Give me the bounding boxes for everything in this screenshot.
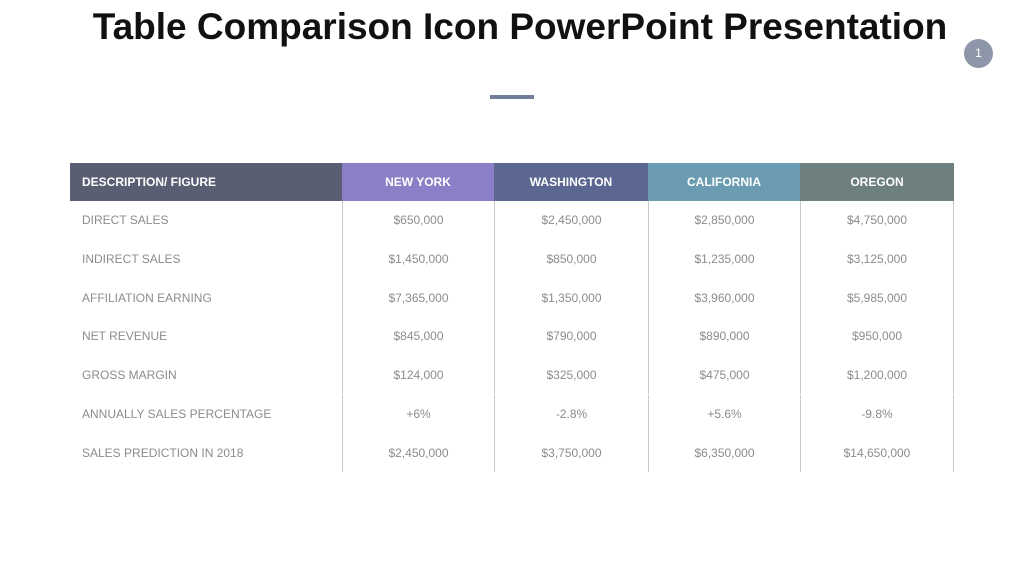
- table-cell: $3,750,000: [494, 433, 648, 472]
- table-cell: $950,000: [800, 317, 954, 356]
- table-cell: $850,000: [494, 239, 648, 279]
- table-cell: $790,000: [494, 317, 648, 356]
- column-header: WASHINGTON: [494, 163, 648, 201]
- slide-title: Table Comparison Icon PowerPoint Present…: [92, 6, 948, 47]
- column-header: NEW YORK: [342, 163, 494, 201]
- row-label: GROSS MARGIN: [82, 368, 177, 383]
- table-cell: $2,450,000: [494, 201, 648, 240]
- table-cell: $4,750,000: [800, 201, 954, 240]
- table-cell: -2.8%: [494, 394, 648, 434]
- row-label: ANNUALLY SALES PERCENTAGE: [82, 406, 272, 421]
- table-cell: $1,350,000: [494, 278, 648, 318]
- row-label: SALES PREDICTION IN 2018: [82, 445, 244, 460]
- column-header: CALIFORNIA: [648, 163, 800, 201]
- column-header: DESCRIPTION/ FIGURE: [70, 163, 342, 201]
- table-cell: $6,350,000: [648, 433, 800, 472]
- row-label: AFFILIATION EARNING: [82, 290, 212, 305]
- table-cell: $2,450,000: [342, 433, 494, 472]
- table-cell: $3,125,000: [800, 239, 954, 279]
- table-cell: $325,000: [494, 355, 648, 395]
- table-cell: $475,000: [648, 355, 800, 395]
- table-cell: +6%: [342, 394, 494, 434]
- table-cell: $14,650,000: [800, 433, 954, 472]
- table-cell: $3,960,000: [648, 278, 800, 318]
- table-cell: $890,000: [648, 317, 800, 356]
- table-cell: $124,000: [342, 355, 494, 395]
- row-label: INDIRECT SALES: [82, 252, 181, 267]
- table-cell: $7,365,000: [342, 278, 494, 318]
- row-label: DIRECT SALES: [82, 213, 169, 228]
- table-cell: $1,235,000: [648, 239, 800, 279]
- column-header: OREGON: [800, 163, 954, 201]
- table-cell: $845,000: [342, 317, 494, 356]
- row-label: NET REVENUE: [82, 329, 168, 344]
- page-number: 1: [964, 39, 993, 68]
- table-cell: $5,985,000: [800, 278, 954, 318]
- table-cell: $2,850,000: [648, 201, 800, 240]
- table-cell: $650,000: [342, 201, 494, 240]
- title-underline: [490, 95, 534, 99]
- table-cell: +5.6%: [648, 394, 800, 434]
- table-cell: -9.8%: [800, 394, 954, 434]
- table-cell: $1,200,000: [800, 355, 954, 395]
- table-cell: $1,450,000: [342, 239, 494, 279]
